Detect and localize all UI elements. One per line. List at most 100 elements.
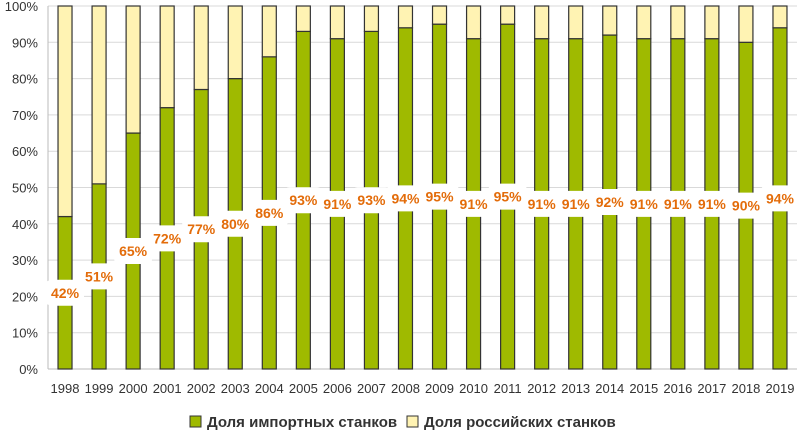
bar-russian	[465, 5, 482, 40]
bar-russian	[534, 5, 550, 40]
data-label: 72%	[153, 230, 182, 246]
bar-russian	[125, 5, 141, 134]
data-label-box	[46, 279, 85, 306]
bar-russian	[397, 5, 414, 29]
data-label-box	[590, 189, 629, 216]
data-label: 94%	[391, 190, 420, 206]
data-label-box	[284, 187, 323, 214]
legend-swatch	[406, 415, 419, 428]
data-label: 94%	[766, 190, 795, 206]
data-label: 93%	[357, 192, 386, 208]
bar-russian	[568, 5, 584, 40]
data-label: 95%	[494, 189, 523, 205]
x-tick-label: 2014	[595, 381, 624, 396]
data-label-box	[80, 263, 119, 290]
data-label: 80%	[221, 216, 250, 232]
data-label-box	[250, 199, 289, 226]
x-tick-label: 2003	[221, 381, 250, 396]
data-label: 91%	[460, 196, 489, 212]
bar-russian	[363, 5, 380, 33]
x-tick-label: 2019	[766, 381, 795, 396]
data-label: 86%	[255, 205, 284, 221]
bar-russian	[738, 5, 754, 43]
data-label-box	[182, 216, 221, 243]
data-label: 91%	[562, 196, 591, 212]
bar-russian	[704, 5, 720, 40]
data-label: 90%	[732, 198, 761, 214]
data-label-box	[522, 190, 561, 217]
x-tick-label: 2015	[629, 381, 658, 396]
bar-russian	[227, 5, 243, 80]
bar-russian	[329, 5, 345, 40]
legend-swatch	[189, 415, 202, 428]
data-label-box	[216, 210, 255, 237]
data-label: 65%	[119, 243, 148, 259]
data-label-box	[726, 192, 765, 219]
data-label-box	[114, 238, 153, 265]
y-tick-label: 80%	[12, 72, 38, 87]
bar-russian	[431, 5, 448, 25]
data-label: 51%	[85, 268, 114, 284]
data-label-box	[692, 190, 731, 217]
data-label: 42%	[51, 285, 80, 301]
data-label-box	[386, 185, 425, 212]
x-tick-label: 2018	[731, 381, 760, 396]
data-label-box	[318, 190, 357, 217]
data-label-box	[148, 225, 187, 252]
data-label: 91%	[664, 196, 693, 212]
legend-label: Доля импортных станков	[207, 414, 397, 431]
x-tick-label: 2010	[459, 381, 488, 396]
x-tick-label: 2017	[697, 381, 726, 396]
data-label: 91%	[528, 196, 557, 212]
y-tick-label: 30%	[12, 253, 38, 268]
legend-label: Доля российских станков	[424, 414, 616, 431]
x-tick-label: 2013	[561, 381, 590, 396]
bar-russian	[500, 5, 516, 25]
y-tick-label: 90%	[12, 35, 38, 50]
y-tick-label: 40%	[12, 217, 38, 232]
x-tick-label: 2008	[391, 381, 420, 396]
x-tick-label: 2002	[187, 381, 216, 396]
data-label: 93%	[289, 192, 318, 208]
data-label: 77%	[187, 221, 216, 237]
x-tick-label: 2009	[425, 381, 454, 396]
y-tick-label: 20%	[12, 289, 38, 304]
bar-russian	[57, 5, 73, 218]
data-label-box	[454, 190, 493, 217]
x-tick-label: 2016	[663, 381, 692, 396]
y-tick-label: 100%	[5, 0, 39, 14]
data-label-box	[760, 185, 799, 212]
data-label: 95%	[426, 189, 455, 205]
bar-russian	[91, 5, 107, 185]
bar-russian	[602, 5, 618, 36]
data-label: 92%	[596, 194, 625, 210]
bar-russian	[159, 5, 175, 109]
x-tick-label: 2000	[119, 381, 148, 396]
x-tick-label: 1999	[85, 381, 114, 396]
x-tick-label: 2004	[255, 381, 284, 396]
x-tick-label: 2006	[323, 381, 352, 396]
x-tick-label: 1998	[51, 381, 80, 396]
data-label-box	[352, 187, 391, 214]
data-label-box	[658, 190, 697, 217]
data-label-box	[556, 190, 595, 217]
y-tick-label: 50%	[12, 181, 38, 196]
data-label: 91%	[630, 196, 659, 212]
y-tick-label: 10%	[12, 326, 38, 341]
bar-russian	[636, 5, 652, 40]
data-label: 91%	[323, 196, 352, 212]
y-tick-label: 0%	[19, 362, 38, 377]
x-tick-label: 2011	[494, 381, 522, 396]
bar-russian	[193, 5, 209, 91]
data-label-box	[624, 190, 663, 217]
data-label-box	[420, 183, 459, 210]
bar-russian	[261, 5, 277, 58]
bar-russian	[295, 5, 311, 33]
x-tick-label: 2012	[527, 381, 556, 396]
data-label: 91%	[698, 196, 727, 212]
bar-russian	[772, 5, 788, 29]
data-label-box	[488, 183, 527, 210]
x-tick-label: 2005	[289, 381, 318, 396]
y-tick-label: 60%	[12, 144, 38, 159]
